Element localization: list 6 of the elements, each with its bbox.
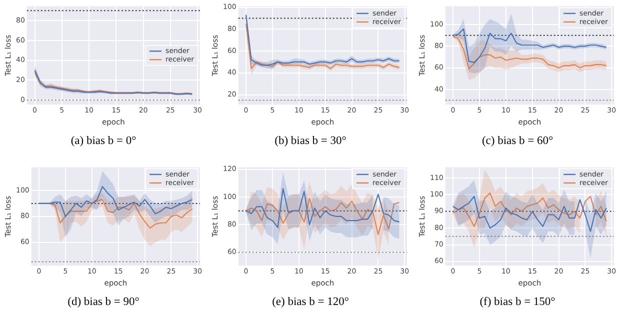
text: (f) bias b = 150°: [480, 296, 556, 308]
text: (a) bias b = 0°: [70, 135, 136, 147]
text: (e) bias b = 120°: [272, 296, 349, 308]
text: (d) bias b = 90°: [68, 296, 140, 308]
text: (c) bias b = 60°: [482, 135, 554, 147]
text: (b) bias b = 30°: [274, 135, 346, 147]
